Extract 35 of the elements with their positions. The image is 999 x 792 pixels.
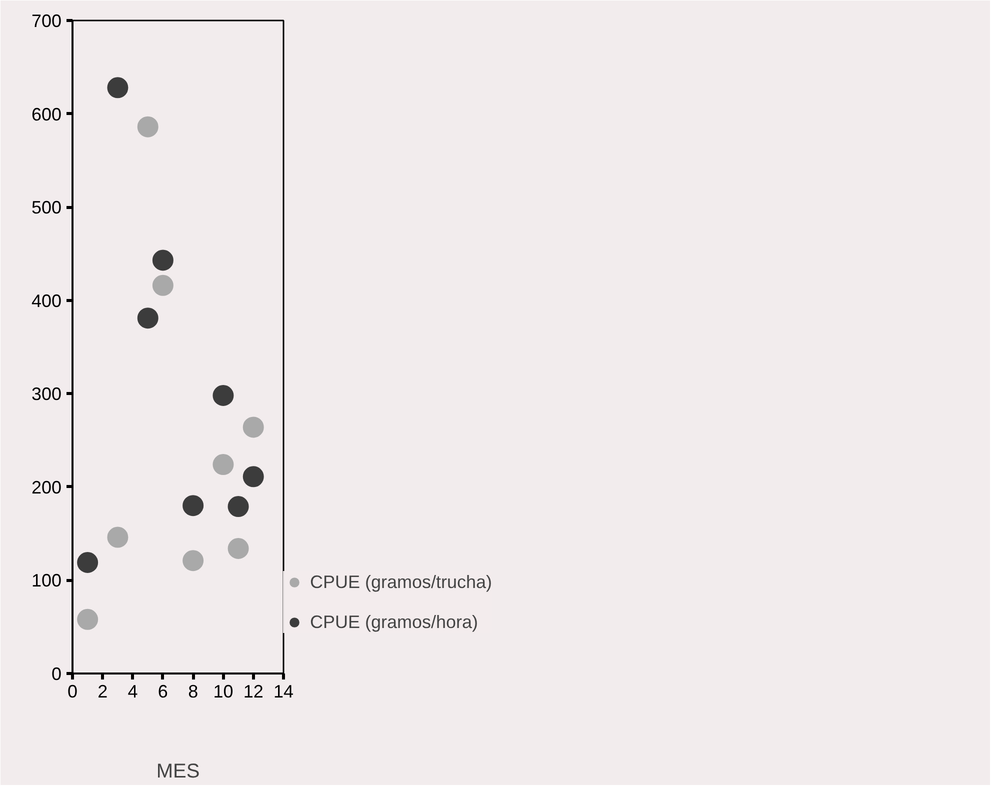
point [107, 526, 128, 548]
point [242, 416, 264, 438]
x-tick-label: 0 [67, 682, 78, 702]
point [228, 538, 249, 559]
point [182, 495, 204, 516]
point [77, 552, 98, 573]
legend-label: CPUE (gramos/hora) [310, 612, 478, 632]
y-tick-label: 100 [31, 570, 62, 591]
point [228, 496, 249, 517]
point [137, 116, 158, 138]
y-tick-label: 600 [31, 104, 62, 124]
point [152, 274, 174, 296]
x-tick-label: 2 [98, 682, 108, 702]
x-tick-label: 12 [243, 682, 264, 702]
x-tick-label: 10 [213, 682, 234, 702]
x-tick-label: 6 [158, 682, 168, 702]
y-tick-label: 0 [51, 664, 62, 684]
x-tick-label: 14 [273, 682, 294, 702]
point [212, 454, 234, 476]
point [152, 250, 174, 271]
y-tick-label: 700 [31, 11, 62, 31]
legend-label: CPUE (gramos/trucha) [310, 572, 492, 592]
y-tick-label: 200 [31, 477, 62, 498]
x-tick-label: 8 [188, 682, 198, 702]
point [77, 608, 98, 630]
y-tick-label: 300 [31, 384, 62, 404]
y-tick-label: 500 [31, 198, 62, 218]
x-axis-title: MES [156, 760, 200, 782]
y-tick-label: 400 [31, 290, 62, 311]
point [107, 77, 128, 98]
point [182, 550, 204, 572]
point [242, 466, 264, 488]
point [137, 308, 158, 329]
x-tick-label: 4 [128, 682, 138, 702]
point [212, 385, 234, 406]
